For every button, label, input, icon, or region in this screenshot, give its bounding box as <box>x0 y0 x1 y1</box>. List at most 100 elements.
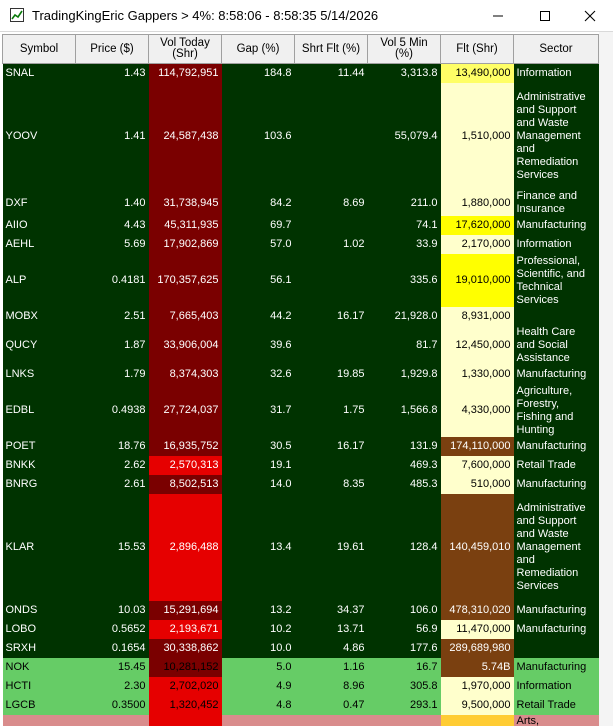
cell-symbol: DXF <box>2 190 76 216</box>
cell-vol-today: 15,291,694 <box>148 601 222 620</box>
cell-vol-today: 33,906,004 <box>148 326 222 365</box>
cell-gap: 69.7 <box>221 216 295 235</box>
gappers-table: Symbol Price ($) Vol Today (Shr) Gap (%)… <box>2 34 599 726</box>
app-icon <box>10 8 24 22</box>
gappers-grid: Symbol Price ($) Vol Today (Shr) Gap (%)… <box>0 32 613 726</box>
minimize-button[interactable] <box>475 0 521 31</box>
cell-symbol: SRXH <box>2 639 76 658</box>
close-icon <box>584 10 596 21</box>
cell-gap: 84.2 <box>221 190 295 216</box>
cell-gap: 31.7 <box>221 384 295 437</box>
cell-vol-5-min: 74.1 <box>367 216 441 235</box>
cell-symbol: QUCY <box>2 326 76 365</box>
cell-vol-5-min: 3,313.8 <box>367 63 441 83</box>
cell-price: 2.62 <box>75 456 149 475</box>
cell-short-float: 11.44 <box>294 63 368 83</box>
cell-vol-today: 114,792,951 <box>148 63 222 83</box>
cell-vol-5-min: 1,566.8 <box>367 384 441 437</box>
column-header-gap[interactable]: Gap (%) <box>221 34 295 64</box>
table-row[interactable]: QUCY 1.87 33,906,004 39.6 81.7 12,450,000 Heal… <box>2 326 599 365</box>
cell-sector: Manufacturing <box>513 437 599 456</box>
minimize-icon <box>493 15 503 16</box>
column-header-float[interactable]: Flt (Shr) <box>440 34 514 64</box>
cell-sector: Professional, Scientific, and Technical … <box>513 254 599 307</box>
cell-sector: Finance and Insurance <box>513 190 599 216</box>
table-row[interactable]: LNKS 1.79 8,374,303 32.6 19.85 1,929.8 1,330,0… <box>2 365 599 384</box>
vertical-scrollbar[interactable] <box>599 32 613 726</box>
cell-sector: Health Care and Social Assistance <box>513 326 599 365</box>
cell-vol-today: 10,281,152 <box>148 658 222 677</box>
cell-vol-5-min: 335.6 <box>367 254 441 307</box>
table-row[interactable]: KLAR 15.53 2,896,488 13.4 19.61 128.4 140,459,… <box>2 494 599 601</box>
cell-symbol: AIIO <box>2 216 76 235</box>
maximize-button[interactable] <box>522 0 568 31</box>
cell-symbol: POET <box>2 437 76 456</box>
cell-price: 1.87 <box>75 326 149 365</box>
table-row[interactable]: DXF 1.40 31,738,945 84.2 8.69 211.0 1,880,000 F… <box>2 190 599 216</box>
table-row[interactable]: BNRG 2.61 8,502,513 14.0 8.35 485.3 510,000 Man… <box>2 475 599 494</box>
column-header-vol-today[interactable]: Vol Today (Shr) <box>148 34 222 64</box>
table-row[interactable]: ALP 0.4181 170,357,625 56.1 335.6 19,010,000 P… <box>2 254 599 307</box>
cell-short-float: 16.17 <box>294 307 368 326</box>
cell-short-float: 1.16 <box>294 658 368 677</box>
cell-sector: Manufacturing <box>513 365 599 384</box>
cell-short-float: 1.75 <box>294 384 368 437</box>
cell-vol-5-min: 211.0 <box>367 190 441 216</box>
cell-short-float <box>294 326 368 365</box>
column-header-symbol[interactable]: Symbol <box>2 34 76 64</box>
table-row[interactable]: SRXH 0.1654 30,338,862 10.0 4.86 177.6 289,689… <box>2 639 599 658</box>
table-row[interactable]: LOBO 0.5652 2,193,671 10.2 13.71 56.9 11,470,0… <box>2 620 599 639</box>
cell-symbol: LGCB <box>2 696 76 715</box>
table-row[interactable]: YOOV 1.41 24,587,438 103.6 55,079.4 1,510,000… <box>2 83 599 190</box>
table-row[interactable]: BNKK 2.62 2,570,313 19.1 469.3 7,600,000 Retai… <box>2 456 599 475</box>
cell-vol-5-min: 16.7 <box>367 658 441 677</box>
cell-symbol: ONDS <box>2 601 76 620</box>
cell-float: 9,500,000 <box>440 696 514 715</box>
cell-symbol: LOBO <box>2 620 76 639</box>
table-row[interactable]: NOK 15.45 10,281,152 5.0 1.16 16.7 5.74B Manufa… <box>2 658 599 677</box>
column-header-vol-5-min[interactable]: Vol 5 Min (%) <box>367 34 441 64</box>
table-row[interactable]: HCTI 2.30 2,702,020 4.9 8.96 305.8 1,970,000 In… <box>2 677 599 696</box>
table-row[interactable]: EDBL 0.4938 27,724,037 31.7 1.75 1,566.8 4,330… <box>2 384 599 437</box>
column-header-sector[interactable]: Sector <box>513 34 599 64</box>
cell-float: 11,470,000 <box>440 620 514 639</box>
cell-float: 23,150,000 <box>440 715 514 726</box>
column-header-short-float[interactable]: Shrt Flt (%) <box>294 34 368 64</box>
cell-vol-today: 24,587,438 <box>148 83 222 190</box>
cell-vol-5-min: 485.3 <box>367 475 441 494</box>
cell-short-float: 13.71 <box>294 620 368 639</box>
cell-vol-5-min: 21,928.0 <box>367 307 441 326</box>
table-row[interactable]: TDIC21.894,639,500-5.05.2446.023,150,000… <box>2 715 599 726</box>
cell-vol-today: 8,502,513 <box>148 475 222 494</box>
cell-gap: 44.2 <box>221 307 295 326</box>
cell-short-float: 1.02 <box>294 235 368 254</box>
table-row[interactable]: LGCB 0.3500 1,320,452 4.8 0.47 293.1 9,500,000… <box>2 696 599 715</box>
cell-vol-5-min: 55,079.4 <box>367 83 441 190</box>
cell-float: 510,000 <box>440 475 514 494</box>
table-row[interactable]: AEHL 5.69 17,902,869 57.0 1.02 33.9 2,170,000 I… <box>2 235 599 254</box>
cell-gap: 4.9 <box>221 677 295 696</box>
cell-symbol: SNAL <box>2 63 76 83</box>
cell-vol-today: 2,702,020 <box>148 677 222 696</box>
cell-sector: Information <box>513 235 599 254</box>
cell-short-float <box>294 456 368 475</box>
cell-float: 140,459,010 <box>440 494 514 601</box>
cell-vol-today: 8,374,303 <box>148 365 222 384</box>
cell-vol-5-min: 305.8 <box>367 677 441 696</box>
close-button[interactable] <box>567 0 613 31</box>
table-row[interactable]: SNAL 1.43 114,792,951 184.8 11.44 3,313.8 13,4… <box>2 63 599 83</box>
table-row[interactable]: AIIO 4.43 45,311,935 69.7 74.1 17,620,000 Manu… <box>2 216 599 235</box>
column-header-price[interactable]: Price ($) <box>75 34 149 64</box>
cell-price: 1.79 <box>75 365 149 384</box>
cell-vol-today: 2,570,313 <box>148 456 222 475</box>
table-row[interactable]: MOBX 2.51 7,665,403 44.2 16.17 21,928.0 8,931,… <box>2 307 599 326</box>
cell-short-float: 19.85 <box>294 365 368 384</box>
cell-vol-today: 7,665,403 <box>148 307 222 326</box>
table-row[interactable]: POET 18.76 16,935,752 30.5 16.17 131.9 174,110… <box>2 437 599 456</box>
cell-gap: 30.5 <box>221 437 295 456</box>
cell-price: 0.4938 <box>75 384 149 437</box>
cell-vol-5-min: 128.4 <box>367 494 441 601</box>
cell-float: 8,931,000 <box>440 307 514 326</box>
cell-vol-5-min: 81.7 <box>367 326 441 365</box>
table-row[interactable]: ONDS 10.03 15,291,694 13.2 34.37 106.0 478,310… <box>2 601 599 620</box>
